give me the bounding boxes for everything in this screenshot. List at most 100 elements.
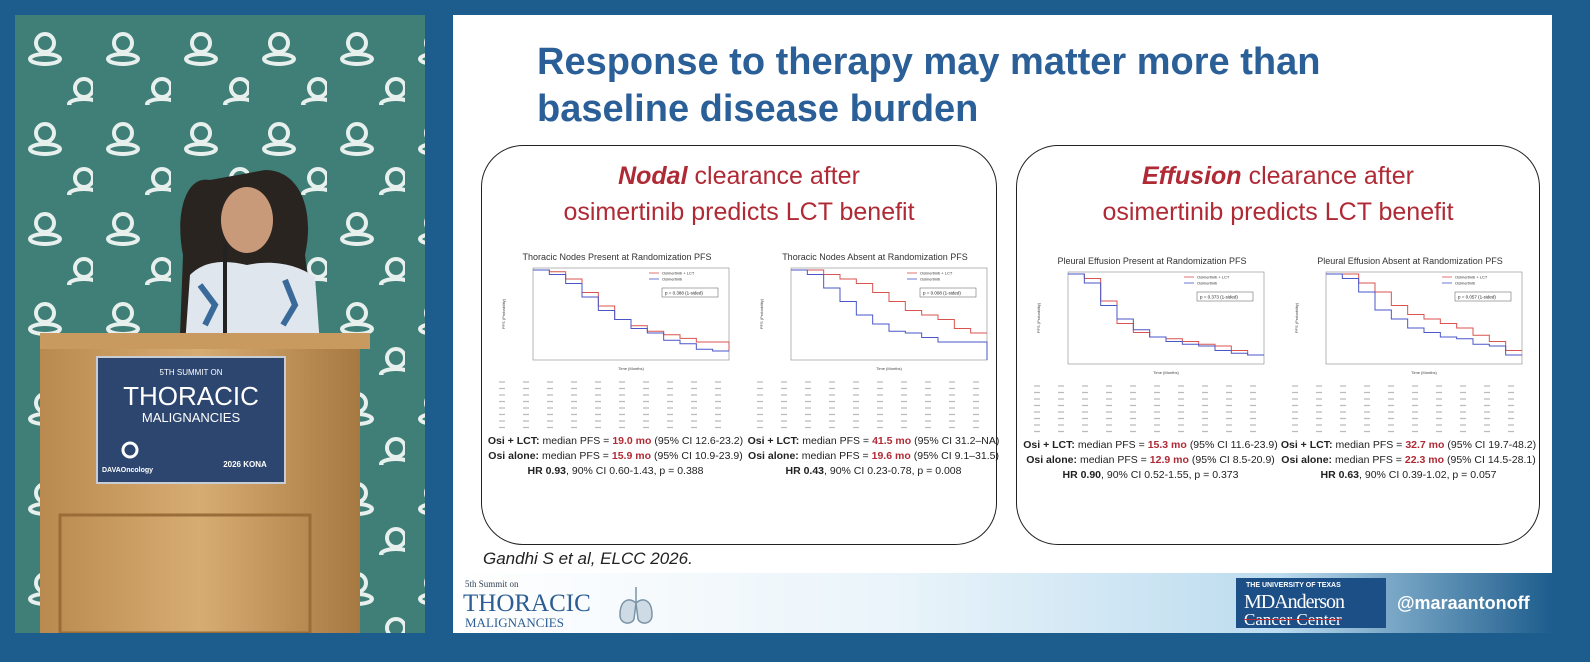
stat-value: 41.5 mo [872, 435, 912, 447]
legend-entry: Osimertinib [1455, 281, 1476, 286]
km-curve [533, 269, 730, 351]
stat-value: 22.3 mo [1404, 454, 1444, 466]
panel-heading: Nodal clearance after osimertinib predicts… [482, 158, 996, 230]
km-curve [1326, 273, 1522, 356]
stat-arm: Osi alone: [748, 450, 799, 462]
stat-line: Osi + LCT: median PFS = 19.0 mo (95% CI 12.… [487, 434, 747, 449]
plot-title: Thoracic Nodes Present at Randomization … [522, 252, 712, 262]
heading-line: osimertinib predicts LCT benefit [563, 198, 915, 226]
heading-emphasis: Effusion [1142, 162, 1242, 190]
plot-frame [532, 267, 730, 361]
stat-ci: (95% CI 19.7-48.2) [1447, 439, 1537, 451]
stat-line: Osi alone: median PFS = 12.9 mo (95% CI 8.5… [1022, 453, 1282, 468]
title-line: baseline disease burden [537, 88, 979, 130]
stat-line: Osi alone: median PFS = 19.6 mo (95% CI 9.1… [745, 449, 1005, 464]
stat-line: Osi + LCT: median PFS = 15.3 mo (95% CI 11.… [1022, 438, 1282, 453]
pvalue-box [661, 287, 719, 298]
km-curve [533, 269, 729, 352]
legend-entry: Osimertinib + LCT [920, 271, 953, 276]
legend-entry: Osimertinib + LCT [1455, 275, 1488, 280]
stat-value: 15.3 mo [1147, 439, 1187, 451]
stat-line: Osi + LCT: median PFS = 41.5 mo (95% CI 31.… [745, 434, 1005, 449]
stat-line: Osi alone: median PFS = 22.3 mo (95% CI 14.… [1280, 453, 1540, 468]
footer-text: MALIGNANCIES [465, 615, 564, 630]
stat-ci: (95% CI 9.1–31.5) [913, 450, 999, 462]
stat-value: 15.9 mo [611, 450, 651, 462]
legend-entry: Osimertinib [1197, 281, 1218, 286]
stat-value: 19.6 mo [871, 450, 911, 462]
hr-line: HR 0.43, 90% CI 0.23-0.78, p = 0.008 [745, 464, 1005, 479]
stat-arm: Osi + LCT: [1023, 439, 1075, 451]
plot-frame [1325, 271, 1523, 365]
footer-text: THORACIC [463, 590, 591, 617]
stat-ci: (95% CI 11.6-23.9) [1189, 439, 1278, 451]
stat-line: Osi alone: median PFS = 15.9 mo (95% CI 10.… [487, 449, 747, 464]
stat-text: median PFS = [1335, 454, 1402, 466]
stat-text: median PFS = [1335, 439, 1403, 451]
hr-line: HR 0.63, 90% CI 0.39-1.02, p = 0.057 [1280, 468, 1540, 483]
stat-text: median PFS = [1077, 439, 1145, 451]
slide-title: Response to therapy may matter more than… [537, 39, 1320, 133]
hr-line: HR 0.93, 90% CI 0.60-1.43, p = 0.388 [487, 464, 747, 479]
stat-arm: Osi + LCT: [1280, 439, 1333, 451]
banner-text: THORACIC [123, 381, 259, 411]
hr-text: , 90% CI 0.60-1.43, p = 0.388 [566, 465, 704, 477]
stat-text: median PFS = [1079, 454, 1147, 466]
heading-line: Nodal clearance after [482, 158, 996, 194]
axis-label: Time (Months) [618, 366, 644, 371]
heading-line: osimertinib predicts LCT benefit [1102, 198, 1454, 226]
axis-label: PFS (Probability) [1036, 302, 1041, 333]
hr-text: , 90% CI 0.23-0.78, p = 0.008 [824, 465, 962, 477]
plot-frame [1067, 271, 1265, 365]
stat-arm: Osi alone: [1281, 454, 1333, 466]
axis-label: Time (Months) [876, 366, 902, 371]
stats: Osi + LCT: median PFS = 19.0 mo (95% CI 12.… [487, 434, 747, 479]
km-plot: PFS (Probability) Time (Months) p = 0.008 … [757, 267, 988, 429]
stat-text: median PFS = [801, 450, 869, 462]
heading-emphasis: Nodal [618, 162, 688, 190]
stat-ci: (95% CI 31.2–NA) [914, 435, 1000, 447]
hr-text: , 90% CI 0.39-1.02, p = 0.057 [1359, 469, 1497, 481]
km-plot: PFS (Probability) Time (Months) p = 0.057 … [1292, 271, 1523, 433]
hr-line: HR 0.90, 90% CI 0.52-1.55, p = 0.373 [1022, 468, 1282, 483]
pvalue-box [919, 287, 977, 298]
stat-arm: Osi alone: [488, 450, 540, 462]
hr-label: HR 0.43 [785, 465, 825, 477]
stat-ci: (95% CI 12.6-23.2) [654, 435, 744, 447]
footer-text: Cancer Center [1244, 610, 1342, 629]
footer-text: 5th Summit on [465, 579, 519, 589]
citation: Gandhi S et al, ELCC 2026. [483, 549, 693, 568]
banner-text: 5TH SUMMIT ON [160, 368, 223, 377]
plot-frame [790, 267, 988, 361]
heading-line: Effusion clearance after [1017, 158, 1539, 194]
footer-text: MDAnderson [1244, 591, 1345, 613]
panel: Effusion clearance after osimertinib predi… [1016, 145, 1540, 545]
km-curve [1326, 273, 1522, 351]
legend-entry: Osimertinib [920, 277, 941, 282]
legend-entry: Osimertinib + LCT [662, 271, 695, 276]
plot-title: Thoracic Nodes Absent at Randomization P… [782, 252, 968, 262]
km-curve [1068, 273, 1264, 356]
km-curve [791, 269, 987, 334]
panel-heading: Effusion clearance after osimertinib predi… [1017, 158, 1539, 230]
pvalue: p = 0.373 (1-sided) [1200, 295, 1238, 300]
axis-label: PFS (Probability) [759, 298, 764, 329]
panel: Nodal clearance after osimertinib predicts… [481, 145, 999, 545]
heading-text: clearance after [1248, 162, 1414, 190]
pvalue: p = 0.388 (1-sided) [665, 291, 703, 296]
stat-ci: (95% CI 8.5-20.9) [1191, 454, 1275, 466]
stats: Osi + LCT: median PFS = 15.3 mo (95% CI 11.… [1022, 438, 1282, 483]
heading-text: clearance after [694, 162, 860, 190]
legend-entry: Osimertinib + LCT [1197, 275, 1230, 280]
axis-label: PFS (Probability) [501, 298, 506, 329]
mda-logo: THE UNIVERSITY OF TEXAS MDAnderson Cance… [1236, 578, 1386, 629]
km-plot: PFS (Probability) Time (Months) p = 0.373 … [1034, 271, 1265, 433]
stat-value: 12.9 mo [1149, 454, 1189, 466]
speaker-video: 5TH SUMMIT ON THORACIC MALIGNANCIES DAVA… [15, 15, 425, 633]
banner-text: 2026 KONA [223, 460, 267, 469]
stat-value: 32.7 mo [1405, 439, 1445, 451]
pvalue-box [1454, 291, 1512, 302]
km-curve [1068, 273, 1264, 356]
axis-label: PFS (Probability) [1294, 302, 1299, 333]
